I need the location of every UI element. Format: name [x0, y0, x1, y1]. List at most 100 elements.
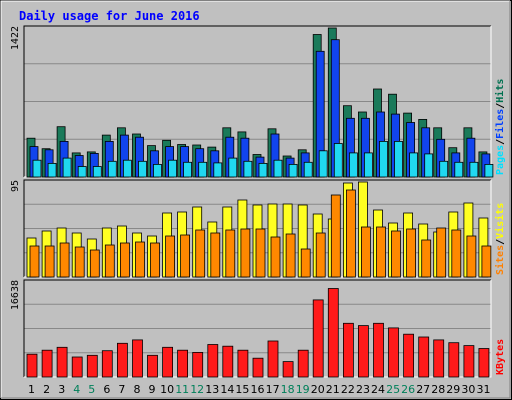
- kbytes-bar-kbytes-day-21: [327, 288, 339, 378]
- x-tick-label-day-20: 20: [311, 383, 325, 396]
- hits-files-pages-bar-pages-day-14: [228, 157, 238, 178]
- kbytes-ymax-label: 16638: [10, 280, 21, 310]
- hits-files-pages-bar-pages-day-4: [77, 166, 87, 178]
- visits-sites-bar-sites-day-13: [210, 232, 221, 278]
- kbytes-bar-kbytes-day-10: [162, 346, 174, 378]
- kbytes-bar-kbytes-day-12: [192, 351, 204, 378]
- visits-sites-legend: Sites/Visits: [494, 203, 506, 275]
- kbytes-bar-kbytes-day-13: [207, 344, 219, 378]
- x-tick-label-day-27: 27: [416, 383, 430, 396]
- kbytes-bar-kbytes-day-18: [282, 361, 294, 378]
- visits-sites-border-dark: [23, 179, 491, 277]
- hits-files-pages-bar-pages-day-9: [153, 163, 162, 178]
- x-tick-label-day-10: 10: [160, 383, 174, 396]
- visits-sites-bar-sites-day-30: [466, 235, 477, 278]
- kbytes-bar-kbytes-day-17: [267, 340, 279, 378]
- x-tick-label-day-31: 31: [477, 383, 491, 396]
- visits-sites-bar-sites-day-24: [376, 226, 386, 278]
- hits-files-pages-bar-pages-day-12: [198, 161, 208, 178]
- visits-sites-bar-sites-day-8: [135, 241, 145, 278]
- hits-files-pages-bar-pages-day-19: [303, 161, 313, 178]
- hits-files-pages-bar-pages-day-16: [258, 162, 268, 178]
- kbytes-bar-kbytes-day-15: [237, 349, 249, 378]
- x-tick-label-day-1: 1: [28, 383, 35, 396]
- kbytes-legend: KBytes: [495, 339, 506, 375]
- visits-sites-bar-sites-day-31: [481, 245, 492, 278]
- x-tick-label-day-6: 6: [103, 383, 110, 396]
- visits-sites-bar-sites-day-1: [29, 245, 40, 278]
- x-tick-label-day-15: 15: [235, 383, 249, 396]
- visits-sites-bar-sites-day-4: [74, 246, 85, 278]
- hits-files-pages-bar-pages-day-1: [32, 159, 42, 178]
- hits-files-pages-bar-pages-day-26: [409, 152, 419, 178]
- kbytes-bar-kbytes-day-4: [71, 356, 83, 378]
- kbytes-bar-kbytes-day-24: [373, 322, 384, 378]
- visits-sites-bar-sites-day-26: [406, 228, 417, 278]
- kbytes-bar-kbytes-day-1: [26, 353, 38, 378]
- visits-sites-bar-sites-day-27: [421, 239, 432, 278]
- kbytes-bar-kbytes-day-25: [388, 327, 399, 378]
- x-tick-label-day-5: 5: [88, 383, 95, 396]
- visits-sites-bar-sites-day-7: [120, 242, 130, 278]
- visits-sites-bar-sites-day-14: [225, 229, 236, 278]
- kbytes-bar-kbytes-day-29: [448, 342, 460, 378]
- visits-sites-bar-sites-day-12: [195, 229, 206, 278]
- kbytes-bar-kbytes-day-6: [101, 350, 113, 378]
- kbytes-bar-kbytes-day-26: [403, 333, 415, 378]
- x-tick-label-day-29: 29: [446, 383, 460, 396]
- hits-files-pages-bar-pages-day-6: [107, 160, 117, 178]
- visits-sites-bar-sites-day-21: [330, 194, 341, 278]
- visits-sites-bar-sites-day-20: [315, 232, 326, 278]
- visits-sites-bar-sites-day-3: [59, 242, 70, 278]
- hits-files-pages-bar-pages-day-18: [288, 163, 298, 178]
- visits-sites-bar-sites-day-18: [285, 233, 296, 278]
- x-tick-label-day-3: 3: [58, 383, 65, 396]
- kbytes-bar-kbytes-day-30: [463, 345, 475, 378]
- kbytes-bar-kbytes-day-23: [357, 325, 369, 378]
- hits-files-pages-bar-pages-day-20: [318, 150, 328, 178]
- kbytes-bar-kbytes-day-7: [117, 342, 128, 378]
- x-tick-label-day-7: 7: [118, 383, 125, 396]
- kbytes-border-dark: [23, 279, 491, 377]
- x-tick-label-day-21: 21: [326, 383, 340, 396]
- hits-files-pages-bar-pages-day-31: [484, 163, 494, 178]
- legend-hits: Hits: [494, 79, 506, 103]
- kbytes-bar-kbytes-day-27: [418, 336, 430, 378]
- kbytes-bar-kbytes-day-22: [342, 322, 354, 378]
- visits-sites-ymax-label: 95: [10, 180, 21, 192]
- visits-sites-bar-sites-day-16: [255, 228, 266, 278]
- visits-sites-bar-sites-day-25: [391, 230, 401, 278]
- hits-files-pages-bar-pages-day-2: [47, 162, 57, 178]
- kbytes-bar-kbytes-day-19: [297, 349, 309, 378]
- hits-files-pages-bar-pages-day-10: [168, 159, 178, 178]
- hits-files-pages-bar-pages-day-11: [183, 161, 193, 178]
- visits-sites-bar-sites-day-10: [165, 235, 176, 278]
- legend-files: Files: [494, 109, 506, 139]
- visits-sites-bar-sites-day-11: [180, 234, 191, 278]
- hits-files-pages-border-dark: [23, 25, 491, 177]
- visits-sites-bar-sites-day-22: [345, 189, 356, 278]
- visits-sites-bar-sites-day-6: [104, 244, 115, 278]
- kbytes-bar-kbytes-day-9: [147, 354, 158, 378]
- x-tick-label-day-9: 9: [149, 383, 156, 396]
- x-tick-label-day-30: 30: [461, 383, 475, 396]
- kbytes-bar-kbytes-day-31: [478, 348, 490, 378]
- kbytes-bar-kbytes-day-3: [56, 346, 68, 378]
- legend-pages: Pages: [495, 145, 506, 175]
- x-tick-label-day-18: 18: [281, 383, 295, 396]
- visits-sites-bar-sites-day-17: [270, 236, 281, 278]
- kbytes-bar-kbytes-day-8: [132, 339, 143, 378]
- visits-sites-bar-sites-day-9: [150, 242, 160, 278]
- kbytes-bar-kbytes-day-11: [177, 349, 189, 378]
- kbytes-bar-kbytes-day-5: [86, 354, 98, 378]
- legend-kbytes: KBytes: [495, 339, 506, 375]
- hits-files-pages-bar-pages-day-30: [469, 161, 479, 178]
- x-tick-label-day-13: 13: [205, 383, 219, 396]
- x-tick-label-day-17: 17: [266, 383, 280, 396]
- x-tick-label-day-14: 14: [220, 383, 234, 396]
- visits-sites-bar-sites-day-2: [44, 245, 55, 278]
- hits-files-pages-bar-pages-day-22: [348, 152, 358, 178]
- kbytes-bar-kbytes-day-14: [222, 345, 234, 378]
